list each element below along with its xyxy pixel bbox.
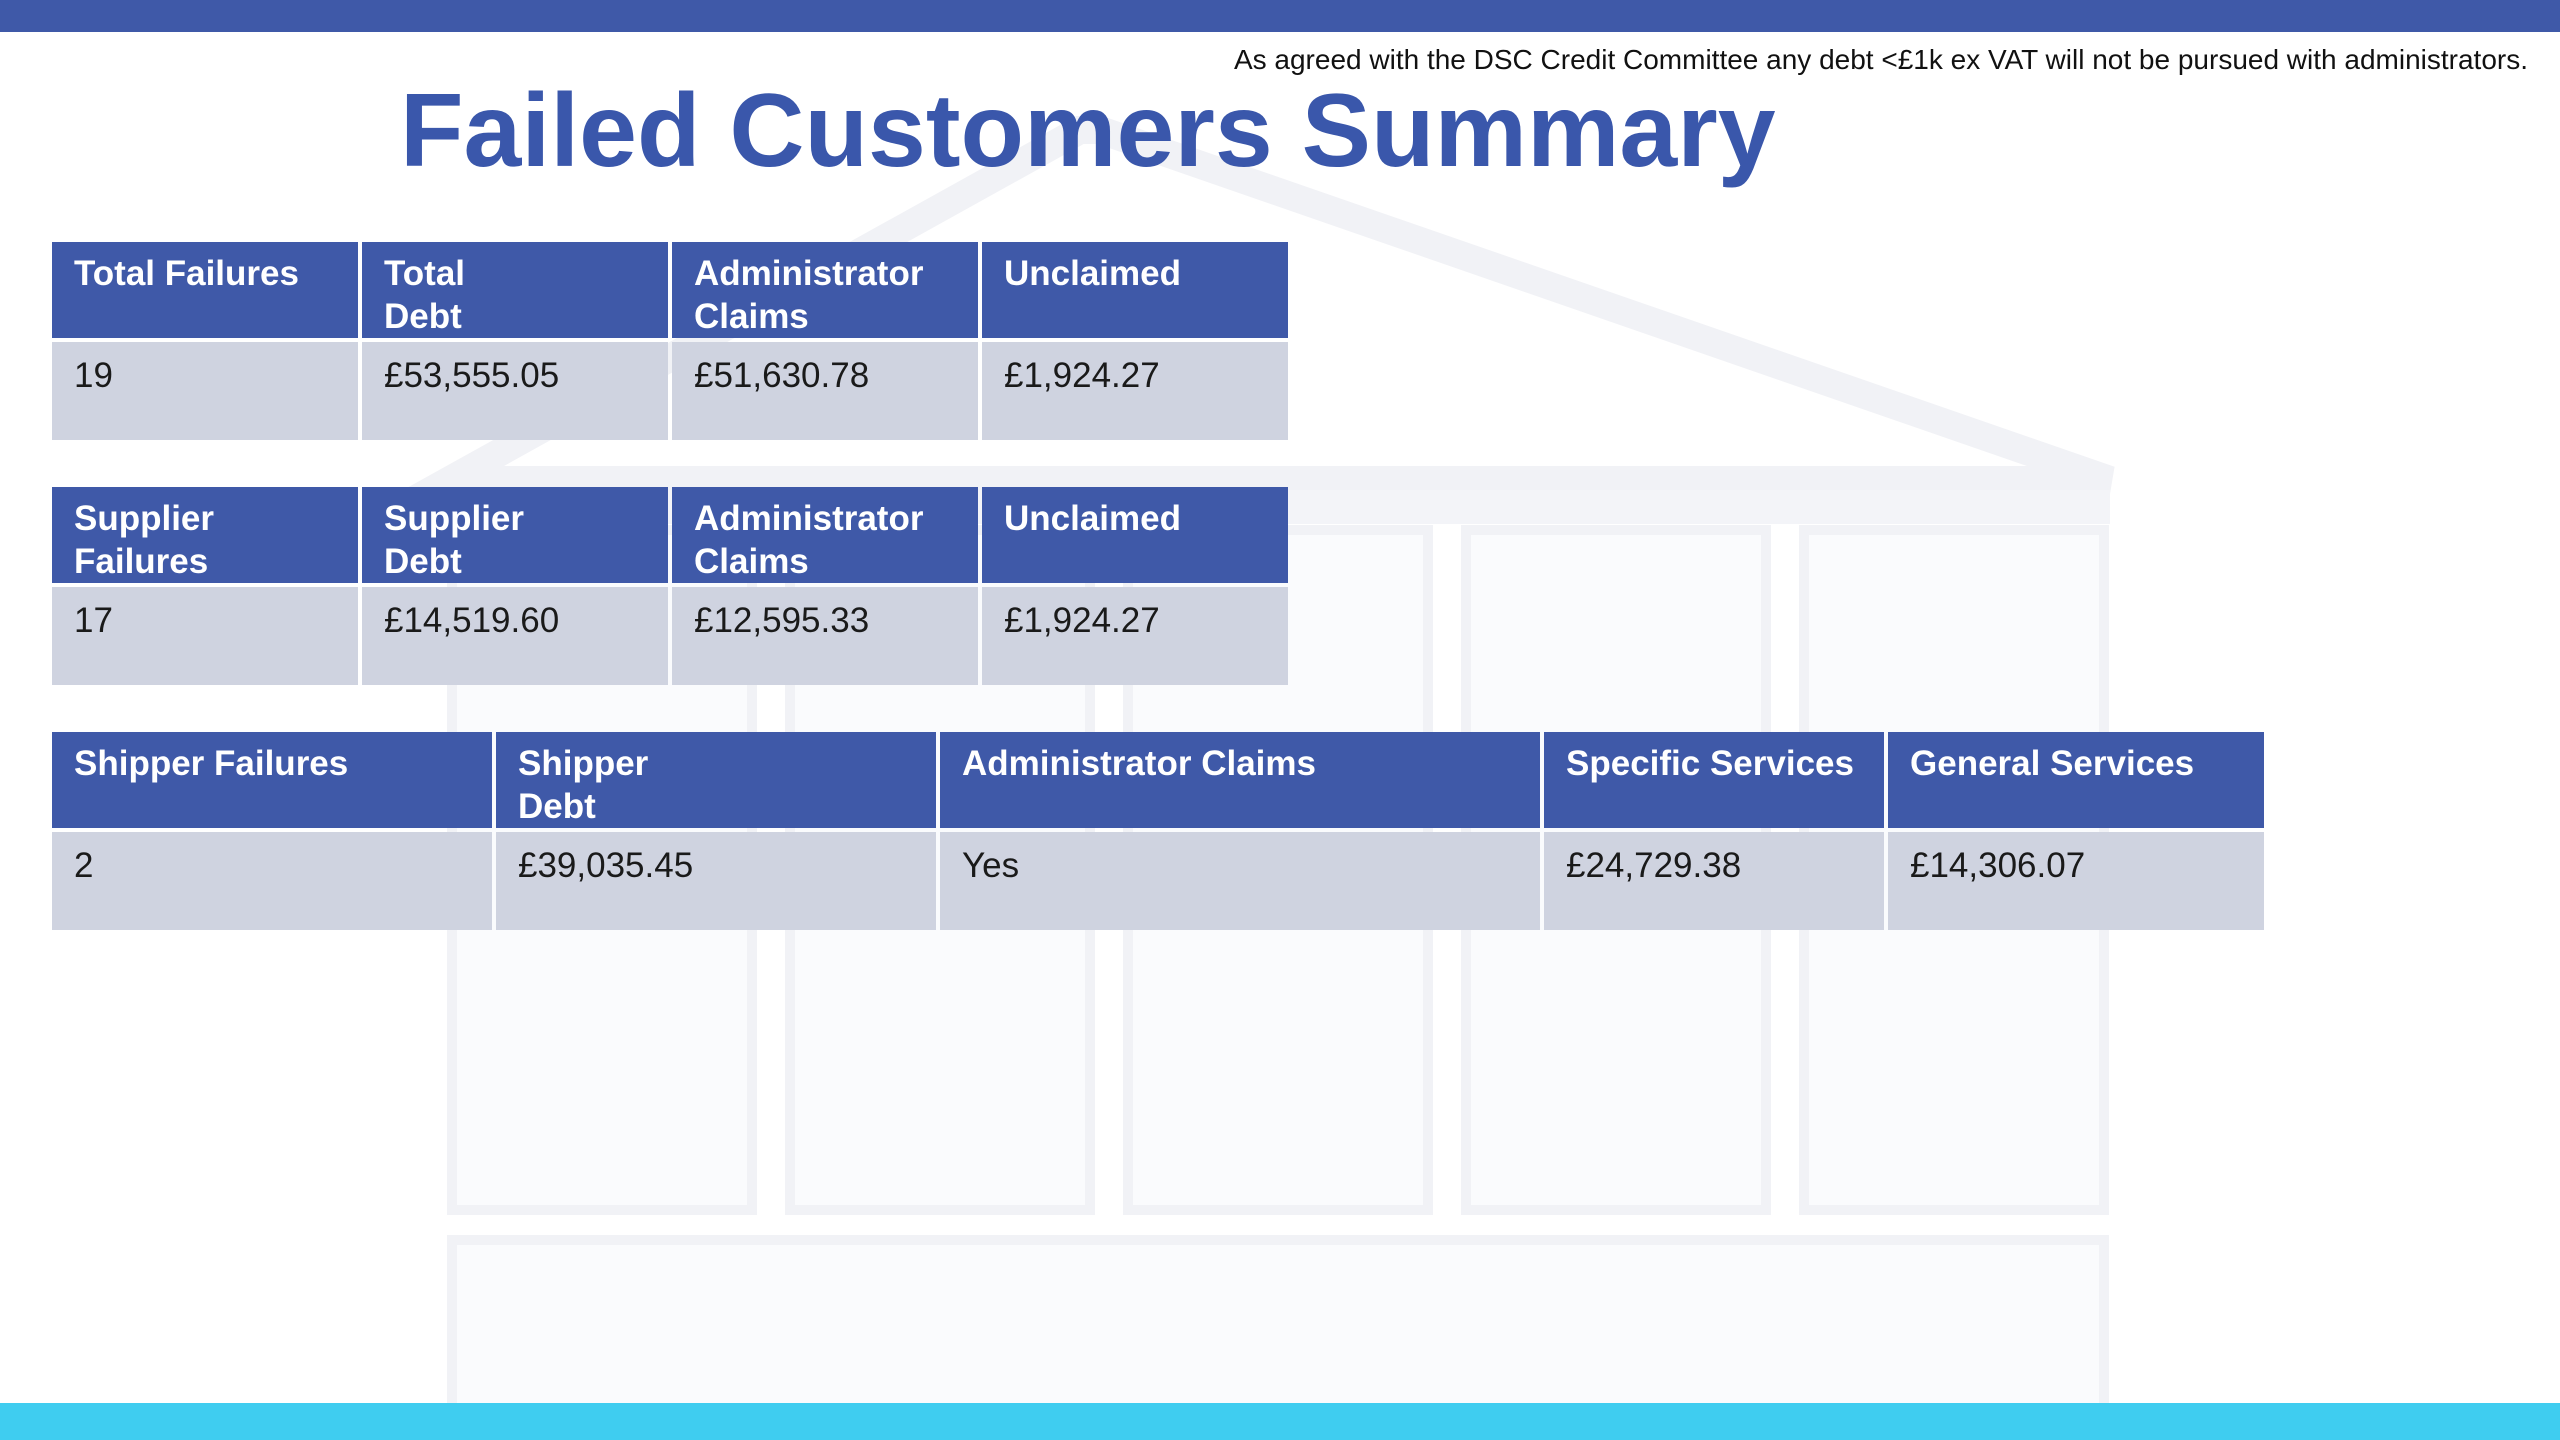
cell-shipper-debt: £39,035.45 — [496, 832, 936, 930]
footer-bar — [0, 1403, 2560, 1440]
header-label: Total Failures — [74, 254, 299, 293]
cell-total-failures: 19 — [52, 342, 358, 440]
header-administrator-claims: Administrator Claims — [672, 242, 978, 338]
cell-unclaimed: £1,924.27 — [982, 342, 1288, 440]
header-label: Shipper Failures — [74, 744, 349, 783]
cell-specific-services: £24,729.38 — [1544, 832, 1884, 930]
supplier-failures-table: Supplier Failures Supplier Debt Administ… — [48, 483, 1292, 689]
header-bar — [0, 0, 2560, 32]
header-unclaimed: Unclaimed — [982, 242, 1288, 338]
header-specific-services: Specific Services — [1544, 732, 1884, 828]
header-administrator-claims: Administrator Claims — [940, 732, 1540, 828]
table-row: 17 £14,519.60 £12,595.33 £1,924.27 — [52, 587, 1288, 685]
header-supplier-debt: Supplier Debt — [362, 487, 668, 583]
header-label: Administrator Claims — [694, 499, 924, 581]
header-label: Supplier Debt — [384, 499, 525, 581]
header-label: Unclaimed — [1004, 499, 1181, 538]
header-label: Unclaimed — [1004, 254, 1181, 293]
header-total-failures: Total Failures — [52, 242, 358, 338]
header-shipper-failures: Shipper Failures — [52, 732, 492, 828]
cell-supplier-debt: £14,519.60 — [362, 587, 668, 685]
cell-administrator-claims: £51,630.78 — [672, 342, 978, 440]
header-label: Administrator Claims — [962, 744, 1316, 783]
cell-total-debt: £53,555.05 — [362, 342, 668, 440]
table-header-row: Shipper Failures Shipper Debt Administra… — [52, 732, 2264, 828]
header-total-debt: Total Debt — [362, 242, 668, 338]
header-label: Shipper Debt — [518, 744, 649, 826]
header-label: Supplier Failures — [74, 499, 215, 581]
table-row: 2 £39,035.45 Yes £24,729.38 £14,306.07 — [52, 832, 2264, 930]
cell-supplier-failures: 17 — [52, 587, 358, 685]
header-supplier-failures: Supplier Failures — [52, 487, 358, 583]
cell-general-services: £14,306.07 — [1888, 832, 2264, 930]
table-row: 19 £53,555.05 £51,630.78 £1,924.27 — [52, 342, 1288, 440]
page-title: Failed Customers Summary — [400, 73, 1776, 189]
header-administrator-claims: Administrator Claims — [672, 487, 978, 583]
shipper-failures-table: Shipper Failures Shipper Debt Administra… — [48, 728, 2268, 934]
table-header-row: Total Failures Total Debt Administrator … — [52, 242, 1288, 338]
cell-unclaimed: £1,924.27 — [982, 587, 1288, 685]
header-label: Specific Services — [1566, 744, 1854, 783]
header-unclaimed: Unclaimed — [982, 487, 1288, 583]
cell-administrator-claims: Yes — [940, 832, 1540, 930]
header-label: General Services — [1910, 744, 2195, 783]
disclaimer-note: As agreed with the DSC Credit Committee … — [1233, 44, 2528, 75]
header-shipper-debt: Shipper Debt — [496, 732, 936, 828]
header-label: Administrator Claims — [694, 254, 924, 336]
table-header-row: Supplier Failures Supplier Debt Administ… — [52, 487, 1288, 583]
header-label: Total Debt — [384, 254, 466, 336]
total-failures-table: Total Failures Total Debt Administrator … — [48, 238, 1292, 444]
header-general-services: General Services — [1888, 732, 2264, 828]
cell-administrator-claims: £12,595.33 — [672, 587, 978, 685]
cell-shipper-failures: 2 — [52, 832, 492, 930]
